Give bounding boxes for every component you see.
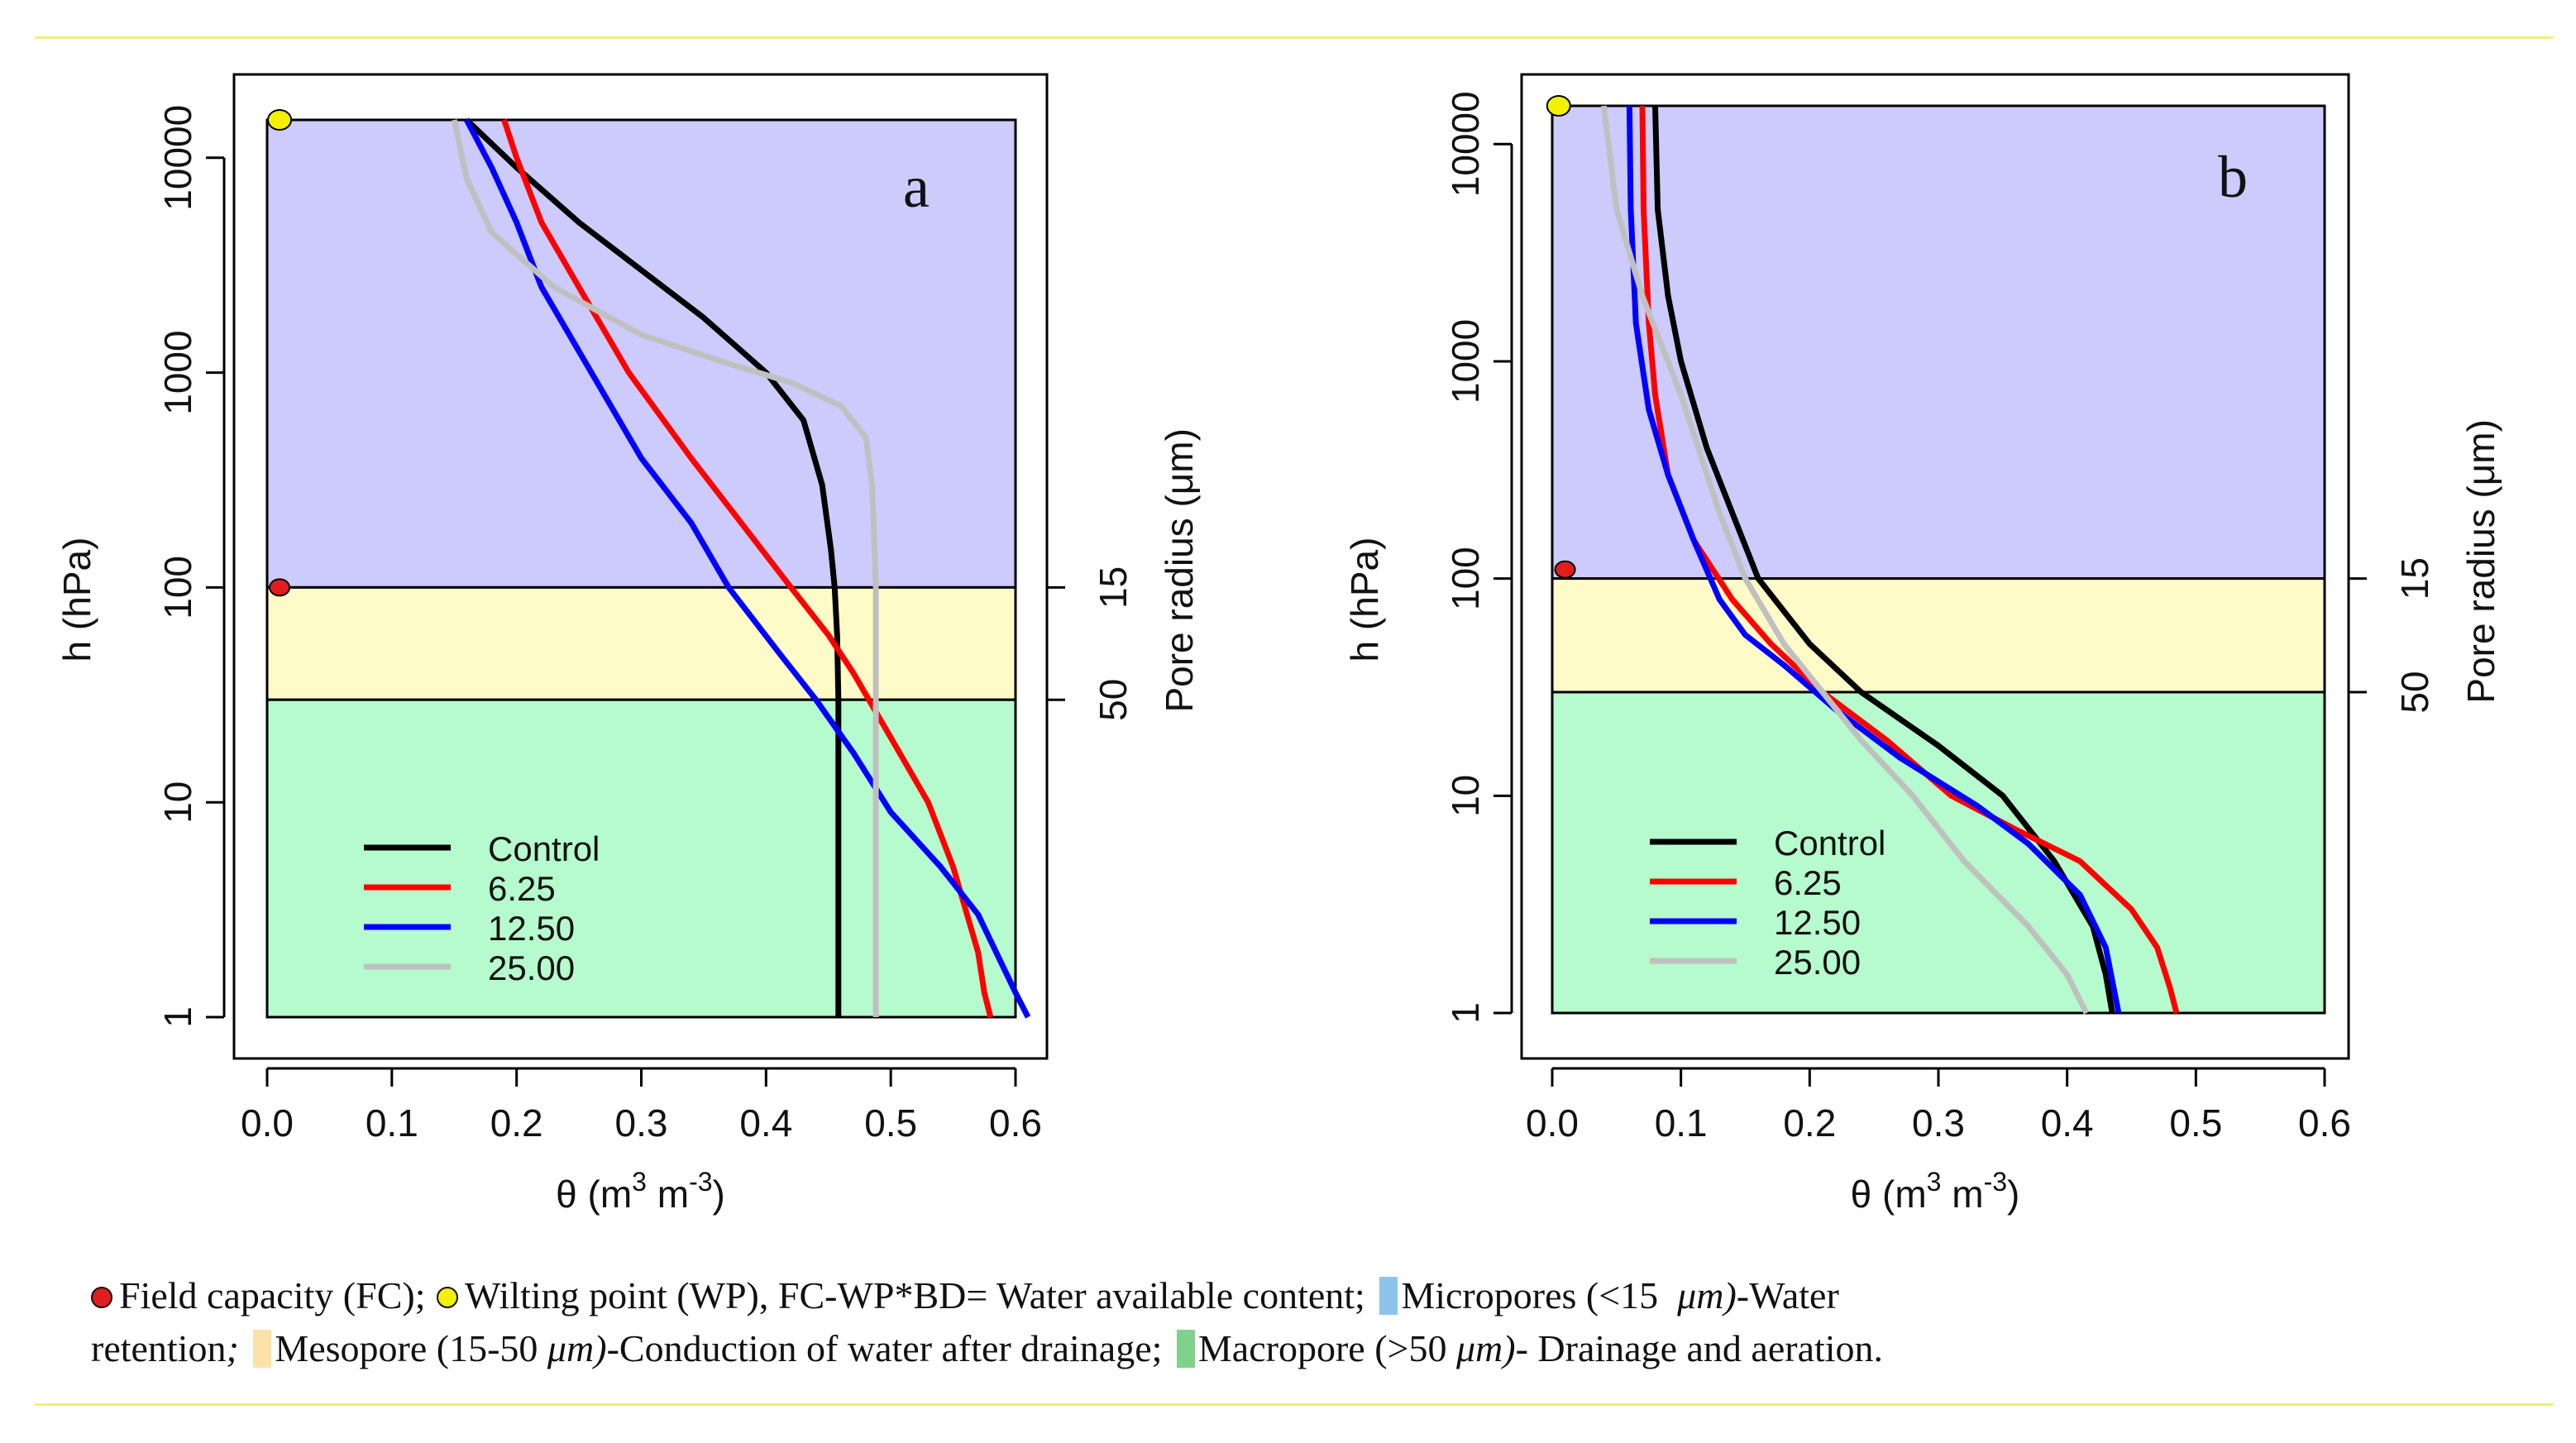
y-tick-label: 1 xyxy=(1444,1002,1487,1024)
legend-label: Control xyxy=(488,829,600,868)
x-tick-label: 0.4 xyxy=(739,1101,792,1144)
wilting-point-point xyxy=(267,109,293,131)
caption-macro-b: - Drainage and aeration. xyxy=(1515,1327,1884,1369)
y-axis-label: h (hPa) xyxy=(1343,538,1386,662)
right-tick-label: 15 xyxy=(2393,557,2436,600)
series-line-12-50 xyxy=(464,118,1031,1019)
zone-micropores xyxy=(265,118,1017,589)
legend-label: Control xyxy=(1774,824,1885,862)
legend-label: 6.25 xyxy=(488,869,556,908)
caption-line-2: retention; Mesopore (15-50 μm)-Conductio… xyxy=(91,1322,2489,1375)
caption-line2-start: retention xyxy=(91,1327,227,1369)
right-tick-label: 50 xyxy=(2393,671,2436,713)
series-line-6-25 xyxy=(501,118,994,1018)
caption-micro-b: -Water xyxy=(1736,1274,1839,1316)
x-tick-label: 0.0 xyxy=(1526,1101,1579,1144)
legend-label: 25.00 xyxy=(488,948,575,987)
caption-meso-a: Mesopore (15-50 xyxy=(275,1327,538,1369)
x-tick-label: 0.2 xyxy=(1783,1101,1836,1144)
panel-label: b xyxy=(2218,144,2248,210)
y-tick-label: 100 xyxy=(1444,547,1487,610)
caption-micro-a: Micropores (<15 xyxy=(1401,1274,1659,1316)
caption-macro-unit: μm) xyxy=(1455,1327,1516,1369)
series-line-12-50 xyxy=(1626,105,2122,1014)
zone-mesopores xyxy=(265,585,1017,701)
x-axis-label: θ (m3 m-3) xyxy=(556,1167,725,1216)
mesopore-swatch-icon xyxy=(253,1330,272,1368)
caption-meso-b: -Conduction of water after drainage; xyxy=(606,1327,1163,1369)
right-axis-label: Pore radius (μm) xyxy=(2459,419,2502,703)
series-line-25-00 xyxy=(1600,105,2090,1015)
caption-wp: Wilting point (WP), FC-WP*BD= Water avai… xyxy=(464,1274,1365,1316)
field-capacity-point xyxy=(269,578,291,597)
plot-frame xyxy=(232,73,1049,1060)
caption-meso-unit: μm) xyxy=(547,1327,607,1369)
y-tick-label: 10000 xyxy=(1444,91,1487,197)
y-tick-label: 10 xyxy=(156,781,199,824)
y-tick-label: 100 xyxy=(156,556,199,619)
x-tick-label: 0.3 xyxy=(615,1101,668,1144)
panel-a: 0.0 0.1 0.2 0.3 0.4 0.5 0.6 1 10 100 1000 10000 15 50… xyxy=(55,73,1201,1216)
x-tick-label: 0.5 xyxy=(2169,1101,2222,1144)
x-tick-label: 0.5 xyxy=(864,1101,917,1144)
wilting-point-point xyxy=(1546,95,1571,117)
field-capacity-point xyxy=(1554,560,1576,579)
zone-micropores xyxy=(1551,104,2326,581)
x-tick-label: 0.6 xyxy=(989,1101,1042,1144)
micropore-swatch-icon xyxy=(1379,1277,1398,1315)
caption-fc: Field capacity (FC); xyxy=(119,1274,426,1316)
x-tick-label: 0.0 xyxy=(241,1101,294,1144)
x-tick-label: 0.1 xyxy=(1655,1101,1708,1144)
wp-marker-icon xyxy=(436,1287,458,1308)
zone-mesopores xyxy=(1551,577,2326,694)
legend-label: 6.25 xyxy=(1774,863,1842,902)
macropore-swatch-icon xyxy=(1176,1330,1195,1368)
y-tick-label: 1000 xyxy=(156,330,199,414)
x-tick-label: 0.6 xyxy=(2298,1101,2351,1144)
fc-marker-icon xyxy=(91,1287,112,1308)
x-tick-label: 0.3 xyxy=(1912,1101,1965,1144)
figure-frame xyxy=(35,36,2554,1406)
series-line-control xyxy=(1652,105,2115,1014)
x-tick-label: 0.4 xyxy=(2041,1101,2094,1144)
caption-line-1: Field capacity (FC); Wilting point (WP),… xyxy=(91,1269,2489,1322)
series-line-25-00 xyxy=(451,119,879,1017)
x-tick-label: 0.2 xyxy=(490,1101,543,1144)
plot-frame xyxy=(1520,73,2350,1060)
legend-label: 25.00 xyxy=(1774,943,1861,982)
panel-label: a xyxy=(903,154,930,220)
x-tick-label: 0.1 xyxy=(366,1101,418,1144)
panel-b: 0.0 0.1 0.2 0.3 0.4 0.5 0.6 1 10 100 1000 10000 15 50… xyxy=(1343,73,2502,1216)
caption-line2-semi: ; xyxy=(226,1327,239,1369)
y-tick-label: 10 xyxy=(1444,775,1487,817)
right-tick-label: 15 xyxy=(1092,566,1135,609)
y-axis-label: h (hPa) xyxy=(55,538,98,662)
series-line-control xyxy=(464,117,842,1017)
right-tick-label: 50 xyxy=(1092,679,1135,721)
legend-label: 12.50 xyxy=(488,909,575,948)
y-tick-label: 1 xyxy=(156,1006,199,1028)
caption-micro-unit: μm) xyxy=(1677,1274,1737,1316)
x-axis-label: θ (m3 m-3) xyxy=(1851,1167,2020,1216)
right-axis-label: Pore radius (μm) xyxy=(1158,428,1201,712)
y-tick-label: 1000 xyxy=(1444,319,1487,404)
legend-label: 12.50 xyxy=(1774,903,1861,942)
zone-macropores xyxy=(1551,690,2326,1015)
figure-caption: Field capacity (FC); Wilting point (WP),… xyxy=(91,1269,2489,1375)
y-tick-label: 10000 xyxy=(156,105,199,211)
caption-macro-a: Macropore (>50 xyxy=(1197,1327,1447,1369)
